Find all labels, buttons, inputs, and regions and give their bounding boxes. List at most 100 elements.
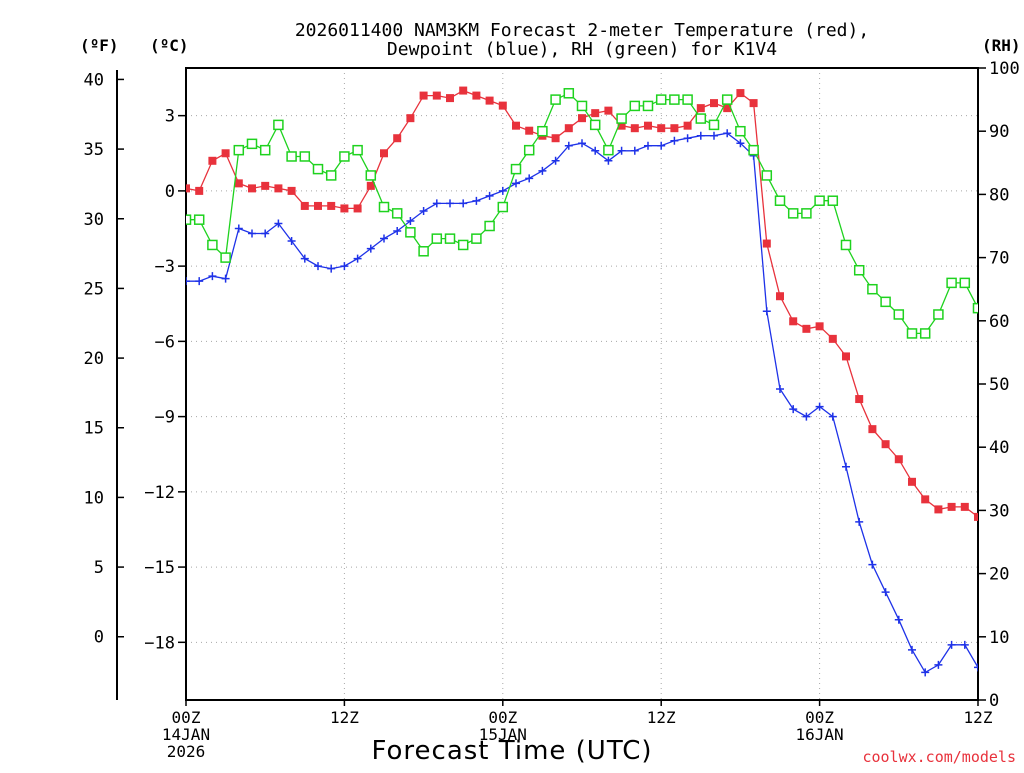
dewpoint-marker [802, 412, 811, 421]
dewpoint-marker [459, 199, 468, 208]
dewpoint-marker [353, 254, 362, 263]
dewpoint-marker [314, 262, 322, 271]
rh-marker [312, 163, 324, 175]
dewpoint-marker [789, 405, 798, 414]
dewpoint-marker [393, 227, 402, 236]
celsius-tick-label: −9 [155, 408, 175, 428]
temperature-marker [446, 94, 454, 103]
dewpoint-marker [617, 146, 626, 155]
rh-marker [220, 252, 231, 263]
rh-marker [365, 170, 377, 181]
dewpoint-marker [947, 640, 956, 649]
x-axis-label: Forecast Time (UTC) [371, 736, 652, 766]
temperature-marker [248, 184, 256, 193]
dewpoint-marker [446, 199, 454, 208]
dewpoint-marker [762, 307, 771, 316]
rh-marker [787, 208, 799, 219]
temperature-marker [485, 96, 494, 105]
rh-line [186, 92, 978, 335]
temperature-marker [908, 477, 916, 486]
fahrenheit-tick-label: 30 [84, 210, 104, 230]
x-tick-label: 14JAN [162, 725, 210, 744]
rh-marker [378, 201, 390, 213]
dewpoint-marker [432, 199, 441, 208]
dewpoint-marker [974, 663, 978, 672]
rh-marker [774, 195, 786, 206]
series-layer [186, 86, 978, 677]
temperature-marker [657, 124, 666, 133]
temperature-marker [261, 181, 270, 190]
dewpoint-marker [498, 186, 507, 195]
dewpoint-marker [881, 588, 890, 597]
rh-marker [273, 119, 284, 131]
dewpoint-marker [485, 191, 494, 200]
rh-marker [735, 125, 746, 137]
temperature-marker [894, 455, 903, 464]
rh-marker [867, 283, 878, 295]
credit-text: coolwx.com/models [862, 748, 1016, 766]
rh-marker [589, 119, 601, 131]
rh-marker [840, 239, 852, 251]
dewpoint-marker [564, 141, 573, 150]
temperature-marker [472, 91, 481, 100]
dewpoint-marker [815, 402, 824, 411]
rh-marker [186, 214, 192, 225]
temperature-marker [498, 101, 507, 110]
temperature-marker [947, 502, 956, 511]
temperature-marker [208, 156, 217, 165]
dewpoint-marker [894, 615, 903, 624]
rh-marker [431, 233, 443, 244]
celsius-tick-label: −18 [144, 633, 175, 653]
rh-marker [669, 94, 680, 105]
rh-marker [801, 208, 812, 219]
celsius-unit-label: (ºC) [150, 36, 189, 55]
rh-tick-label: 30 [989, 501, 1009, 521]
dewpoint-marker [683, 134, 692, 143]
rh-tick-label: 70 [989, 249, 1009, 269]
dewpoint-marker [736, 139, 745, 148]
dewpoint-marker [723, 129, 732, 138]
temperature-marker [327, 201, 336, 210]
dewpoint-marker [340, 262, 349, 271]
rh-marker [919, 328, 931, 339]
dewpoint-marker [208, 272, 217, 281]
rh-tick-label: 80 [989, 185, 1009, 205]
rh-marker [972, 302, 978, 314]
temperature-marker [287, 186, 296, 195]
fahrenheit-tick-label: 20 [84, 349, 104, 369]
x-tick-label: 00Z [805, 708, 834, 727]
rh-marker [207, 239, 218, 251]
fahrenheit-tick-label: 25 [84, 279, 104, 299]
rh-marker [708, 119, 720, 131]
rh-marker [721, 94, 733, 105]
dewpoint-marker [300, 254, 309, 263]
chart-title-line-1: 2026011400 NAM3KM Forecast 2-meter Tempe… [295, 20, 869, 41]
dewpoint-marker [248, 229, 256, 238]
rh-marker [523, 144, 535, 156]
dewpoint-marker [868, 560, 877, 569]
x-tick-label: 2026 [167, 742, 206, 761]
rh-series [186, 88, 978, 339]
temperature-marker [802, 324, 811, 333]
fahrenheit-tick-label: 5 [94, 558, 104, 578]
rh-marker [246, 138, 258, 150]
dewpoint-marker [696, 131, 705, 140]
temperature-marker [525, 126, 534, 135]
rh-marker [233, 144, 245, 156]
temperature-marker [512, 121, 520, 130]
rh-marker [325, 170, 337, 181]
temperature-marker [842, 352, 850, 361]
grid-layer [186, 68, 978, 700]
x-tick-label: 12Z [330, 708, 359, 727]
celsius-tick-label: 0 [165, 182, 175, 202]
temperature-marker [340, 204, 349, 213]
rh-marker [457, 239, 469, 251]
temperature-marker [960, 502, 969, 511]
dewpoint-marker [234, 224, 243, 233]
temperature-marker [419, 91, 428, 100]
temperature-marker [630, 124, 639, 133]
dewpoint-marker [960, 640, 969, 649]
rh-marker [880, 296, 891, 308]
celsius-tick-label: −3 [155, 257, 175, 277]
dewpoint-marker [776, 385, 784, 394]
